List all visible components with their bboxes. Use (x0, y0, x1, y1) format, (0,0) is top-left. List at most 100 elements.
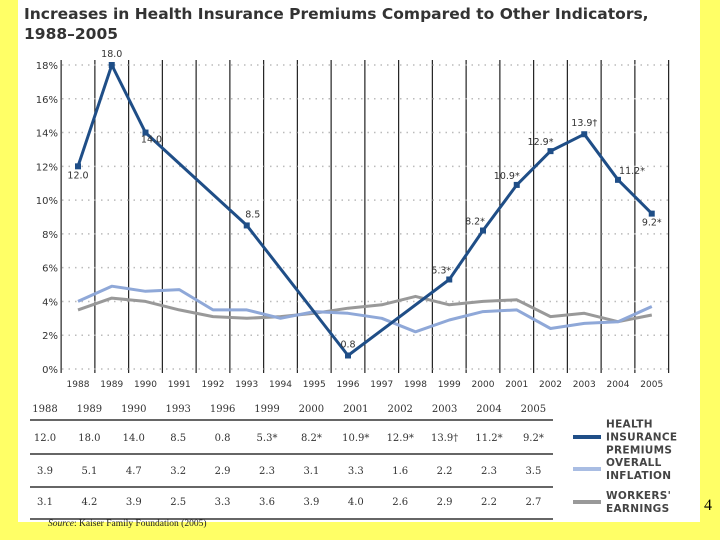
x-tick-label: 1998 (404, 380, 427, 390)
table-cell: 18.0 (78, 433, 100, 444)
x-tick-label: 1993 (235, 380, 258, 390)
table-cell: 4.7 (126, 466, 142, 477)
table-cell: 2.9 (215, 466, 231, 477)
table-year-header: 2000 (299, 404, 324, 415)
y-tick-label: 6% (42, 264, 58, 275)
legend-label: HEALTH (606, 419, 653, 431)
premiums-marker (480, 227, 486, 234)
x-tick-label: 2001 (505, 380, 528, 390)
table-cell: 3.9 (37, 466, 53, 477)
page-number: 4 (704, 497, 712, 514)
source-text: : Kaiser Family Foundation (2005) (74, 519, 207, 529)
table-cell: 2.9 (437, 497, 453, 508)
table-cell: 2.3 (259, 466, 275, 477)
x-tick-label: 1999 (438, 380, 461, 390)
table-cell: 1.6 (392, 466, 408, 477)
premiums-marker (513, 181, 520, 188)
table-year-header: 1989 (77, 404, 102, 415)
table-year-header: 2005 (521, 404, 546, 415)
premiums-marker (446, 276, 453, 283)
table-cell: 5.3* (257, 433, 278, 444)
premiums-marker (142, 129, 149, 136)
table-cell: 9.2* (523, 433, 544, 444)
table-year-header: 1990 (121, 404, 146, 415)
y-tick-label: 14% (36, 129, 58, 140)
x-tick-label: 2005 (640, 380, 663, 390)
table-cell: 3.5 (525, 466, 541, 477)
premiums-data-label: 9.2* (642, 218, 662, 229)
x-tick-label: 1997 (370, 380, 393, 390)
premiums-data-label: 11.2* (619, 166, 645, 177)
source-note: Source: Kaiser Family Foundation (2005) (48, 519, 207, 529)
premiums-marker (615, 176, 621, 183)
table-cell: 2.3 (481, 466, 497, 477)
premiums-data-label: 8.5 (245, 209, 260, 220)
legend-label: INSURANCE (606, 432, 677, 444)
table-cell: 2.7 (525, 497, 541, 508)
premiums-marker (243, 222, 250, 229)
legend-label: OVERALL (606, 457, 662, 469)
premiums-data-label: 18.0 (101, 49, 122, 60)
table-cell: 2.2 (481, 497, 497, 508)
x-tick-label: 2003 (573, 380, 596, 390)
table-cell: 8.2* (301, 433, 322, 444)
title-line-2: 1988–2005 (24, 25, 119, 43)
legend-label: WORKERS' (606, 490, 671, 502)
x-tick-label: 1994 (269, 380, 292, 390)
table-cell: 3.3 (348, 466, 364, 477)
x-tick-label: 2004 (607, 380, 630, 390)
y-tick-label: 0% (42, 365, 58, 376)
table-cell: 12.9* (387, 433, 414, 444)
table-cell: 12.0 (34, 433, 56, 444)
premiums-data-label: 0.8 (340, 339, 355, 350)
x-tick-label: 1996 (337, 380, 360, 390)
legend-label: EARNINGS (606, 503, 669, 515)
table-cell: 3.1 (37, 497, 53, 508)
x-tick-label: 2000 (472, 380, 495, 390)
y-tick-label: 16% (36, 95, 58, 106)
y-tick-label: 18% (36, 61, 58, 72)
table-cell: 5.1 (81, 466, 97, 477)
premiums-marker (75, 163, 81, 170)
premiums-data-label: 5.3* (431, 265, 451, 276)
table-year-header: 2003 (432, 404, 457, 415)
table-year-header: 2001 (343, 404, 368, 415)
table-cell: 13.9† (431, 433, 458, 444)
premiums-marker (547, 148, 554, 155)
table-cell: 3.9 (303, 497, 319, 508)
premiums-marker (108, 62, 115, 68)
table-cell: 2.2 (437, 466, 453, 477)
table-cell: 3.3 (215, 497, 231, 508)
x-tick-label: 1995 (303, 380, 326, 390)
table-cell: 3.6 (259, 497, 275, 508)
premiums-data-label: 12.9* (528, 137, 554, 148)
y-tick-label: 4% (42, 297, 58, 308)
premiums-line (76, 63, 653, 357)
x-tick-label: 2002 (539, 380, 562, 390)
table-cell: 3.9 (126, 497, 142, 508)
premiums-data-label: 14.0 (141, 135, 162, 146)
table-year-header: 1993 (165, 404, 190, 415)
table-cell: 2.5 (170, 497, 186, 508)
premiums-data-label: 10.9* (494, 171, 520, 182)
premiums-marker (345, 352, 351, 359)
y-tick-label: 8% (42, 230, 58, 241)
x-tick-label: 1990 (134, 380, 157, 390)
table-cell: 11.2* (475, 433, 502, 444)
premiums-marker (581, 131, 588, 138)
table-cell: 3.1 (303, 466, 319, 477)
table-cell: 2.6 (392, 497, 408, 508)
x-tick-label: 1991 (168, 380, 191, 390)
legend-label: PREMIUMS (606, 445, 672, 457)
x-tick-label: 1989 (100, 380, 123, 390)
table-year-header: 1988 (32, 404, 57, 415)
legend-label: INFLATION (606, 470, 671, 482)
source-label: Source (48, 519, 75, 529)
table-cell: 3.2 (170, 466, 186, 477)
earnings-line (77, 294, 653, 324)
table-cell: 0.8 (215, 433, 231, 444)
y-tick-label: 12% (36, 162, 58, 173)
y-tick-label: 10% (36, 196, 58, 207)
premiums-marker (648, 210, 655, 217)
